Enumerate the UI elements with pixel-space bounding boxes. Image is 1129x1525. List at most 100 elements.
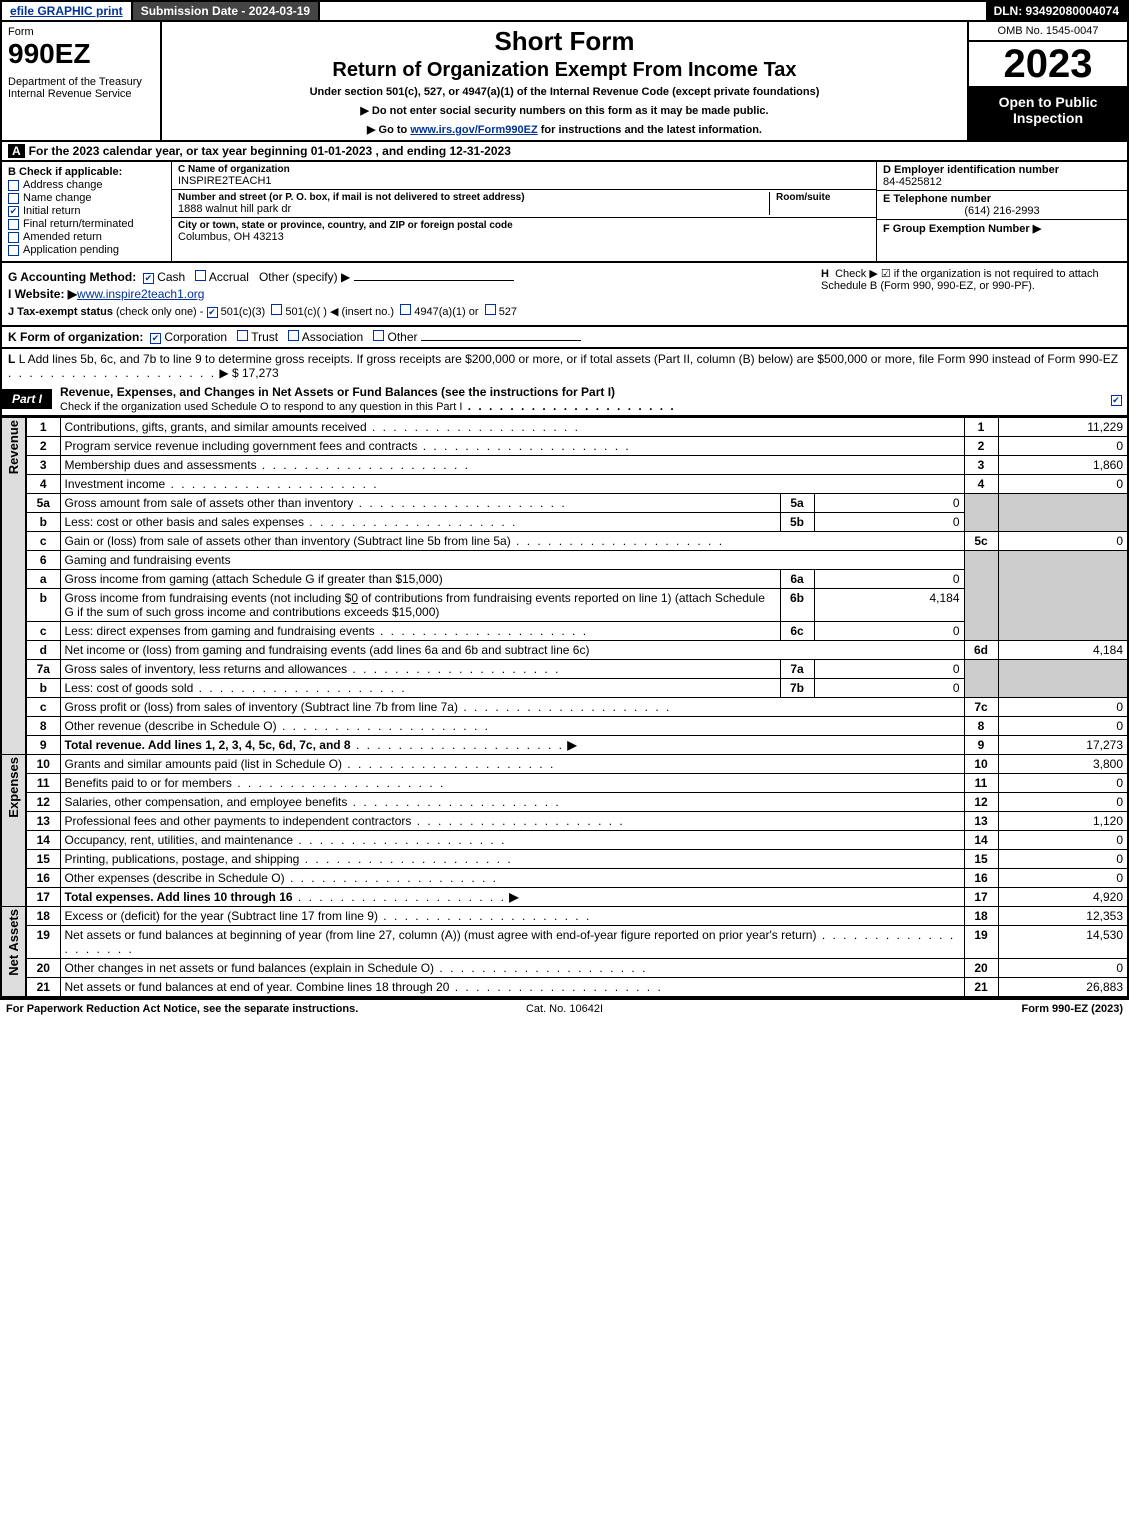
dots <box>347 662 560 676</box>
dots <box>293 833 506 847</box>
efile-link-text[interactable]: efile GRAPHIC print <box>10 4 123 18</box>
line-desc: Gain or (loss) from sale of assets other… <box>60 532 964 551</box>
line-h: H Check ▶ ☑ if the organization is not r… <box>821 267 1121 292</box>
submission-date: Submission Date - 2024-03-19 <box>133 2 320 20</box>
line-desc: Grants and similar amounts paid (list in… <box>60 755 964 774</box>
line-desc: Other changes in net assets or fund bala… <box>60 959 964 978</box>
i-label: I Website: ▶ <box>8 287 77 301</box>
desc-text: Gross income from fundraising events (no… <box>65 591 352 605</box>
footer-right-b: 990-EZ <box>1052 1003 1088 1015</box>
chk-amended-return[interactable]: Amended return <box>8 231 165 243</box>
table-row: 5a Gross amount from sale of assets othe… <box>1 494 1128 513</box>
title-return: Return of Organization Exempt From Incom… <box>166 59 963 82</box>
line-val: 0 <box>998 959 1128 978</box>
table-row: 15Printing, publications, postage, and s… <box>1 850 1128 869</box>
line-a: A For the 2023 calendar year, or tax year… <box>0 142 1129 162</box>
grp-hd: F Group Exemption Number ▶ <box>883 223 1041 235</box>
addr-hd: Number and street (or P. O. box, if mail… <box>178 192 763 203</box>
sidebar-revenue: Revenue <box>1 418 26 755</box>
ein-hd: D Employer identification number <box>883 164 1121 176</box>
line-num: 10 <box>26 755 60 774</box>
line-desc: Gross amount from sale of assets other t… <box>60 494 780 513</box>
footer-right-post: (2023) <box>1088 1003 1123 1015</box>
desc-text: Total revenue. Add lines 1, 2, 3, 4, 5c,… <box>65 738 351 752</box>
table-row: c Gain or (loss) from sale of assets oth… <box>1 532 1128 551</box>
ein-cell: D Employer identification number 84-4525… <box>877 162 1127 191</box>
checkbox-icon: ✔ <box>1111 395 1122 406</box>
line-ref: 8 <box>964 717 998 736</box>
line-ref: 6d <box>964 641 998 660</box>
topbar-spacer <box>320 2 985 20</box>
line-ref: 3 <box>964 456 998 475</box>
j-opt3: 4947(a)(1) or <box>414 306 478 318</box>
desc-text: Excess or (deficit) for the year (Subtra… <box>65 909 378 923</box>
col-c: C Name of organization INSPIRE2TEACH1 Nu… <box>172 162 877 261</box>
table-row: c Less: direct expenses from gaming and … <box>1 622 1128 641</box>
line-num: 1 <box>26 418 60 437</box>
dots <box>277 719 490 733</box>
checkbox-icon: ✔ <box>207 307 218 318</box>
chk-label: Amended return <box>23 231 102 243</box>
line-num: 7a <box>26 660 60 679</box>
chk-address-change[interactable]: Address change <box>8 179 165 191</box>
j-note: (check only one) - <box>116 306 203 318</box>
desc-text: Gross profit or (loss) from sales of inv… <box>65 700 458 714</box>
arrow-icon: ▶ <box>509 890 518 904</box>
line-desc: Excess or (deficit) for the year (Subtra… <box>60 907 964 926</box>
k-other: Other <box>388 330 418 344</box>
line-num: 11 <box>26 774 60 793</box>
org-name-row: C Name of organization INSPIRE2TEACH1 <box>172 162 876 190</box>
efile-print-link[interactable]: efile GRAPHIC print <box>2 2 133 20</box>
chk-label: Final return/terminated <box>23 218 134 230</box>
irs-link[interactable]: www.irs.gov/Form990EZ <box>410 124 537 136</box>
form-header: Form 990EZ Department of the Treasury In… <box>0 22 1129 142</box>
line-val: 0 <box>998 437 1128 456</box>
checkbox-icon <box>237 330 248 341</box>
line-val: 0 <box>998 475 1128 494</box>
desc-text: Total expenses. Add lines 10 through 16 <box>65 890 293 904</box>
chk-initial-return[interactable]: ✔Initial return <box>8 205 165 217</box>
line-desc: Professional fees and other payments to … <box>60 812 964 831</box>
line-ref: 13 <box>964 812 998 831</box>
line-num: 2 <box>26 437 60 456</box>
line-num: b <box>26 513 60 532</box>
line-desc: Salaries, other compensation, and employ… <box>60 793 964 812</box>
desc-text: Other expenses (describe in Schedule O) <box>65 871 285 885</box>
table-row: 4 Investment income 4 0 <box>1 475 1128 494</box>
chk-application-pending[interactable]: Application pending <box>8 244 165 256</box>
line-a-letter: A <box>8 144 25 158</box>
table-row: Net Assets 18Excess or (deficit) for the… <box>1 907 1128 926</box>
line-ref: 10 <box>964 755 998 774</box>
part-i-header: Part I Revenue, Expenses, and Changes in… <box>0 383 1129 417</box>
grp-cell: F Group Exemption Number ▶ <box>877 220 1127 261</box>
grey-cell <box>998 660 1128 698</box>
desc-text: Less: direct expenses from gaming and fu… <box>65 624 375 638</box>
grey-cell <box>998 551 1128 641</box>
open-inspection: Open to Public Inspection <box>969 88 1127 140</box>
omb-number: OMB No. 1545-0047 <box>969 22 1127 42</box>
chk-final-return[interactable]: Final return/terminated <box>8 218 165 230</box>
desc-text: Net assets or fund balances at end of ye… <box>65 980 450 994</box>
line-val: 0 <box>998 717 1128 736</box>
sub-num: 7b <box>780 679 814 698</box>
form-label: Form <box>8 26 154 38</box>
chk-name-change[interactable]: Name change <box>8 192 165 204</box>
sub-val: 0 <box>814 570 964 589</box>
goto-pre: ▶ Go to <box>367 124 410 136</box>
website-link[interactable]: www.inspire2teach1.org <box>77 287 204 301</box>
line-a-text: For the 2023 calendar year, or tax year … <box>29 144 511 158</box>
sub-val: 0 <box>814 494 964 513</box>
checkbox-icon <box>400 304 411 315</box>
title-short-form: Short Form <box>166 26 963 57</box>
line-desc: Printing, publications, postage, and shi… <box>60 850 964 869</box>
ssn-warning: ▶ Do not enter social security numbers o… <box>166 104 963 117</box>
part-i-checkbox[interactable]: ✔ <box>1105 392 1127 406</box>
k-trust: Trust <box>251 330 278 344</box>
checkbox-icon: ✔ <box>150 333 161 344</box>
line-ref: 7c <box>964 698 998 717</box>
ein-value: 84-4525812 <box>883 176 1121 188</box>
line-num: 19 <box>26 926 60 959</box>
line-desc: Membership dues and assessments <box>60 456 964 475</box>
line-val: 1,120 <box>998 812 1128 831</box>
line-num: c <box>26 698 60 717</box>
